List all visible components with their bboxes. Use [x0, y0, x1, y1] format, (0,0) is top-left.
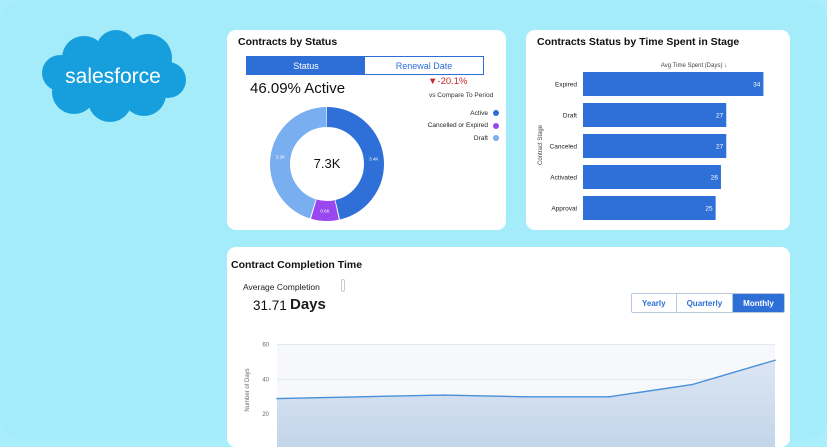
contracts-by-status-card: Contracts by Status Status Renewal Date …	[227, 30, 506, 230]
completion-time-card: Contract Completion Time Average Complet…	[227, 247, 790, 447]
category-label: Draft	[563, 113, 577, 120]
legend-swatch	[493, 135, 499, 142]
bar-expired[interactable]	[583, 72, 764, 96]
bar-canceled[interactable]	[583, 134, 727, 158]
status-view-toggle: Status Renewal Date	[246, 56, 484, 75]
donut-slice-label: 3.4K	[369, 156, 378, 161]
tab-status[interactable]: Status	[247, 57, 365, 74]
data-point[interactable]	[359, 396, 361, 398]
period-monthly[interactable]: Monthly	[733, 294, 784, 312]
x-axis-title: Avg Time Spent (Days) ↓	[661, 63, 727, 69]
donut-slice-label: 3.3K	[276, 154, 285, 159]
category-label: Approval	[551, 206, 577, 213]
data-point[interactable]	[442, 394, 444, 396]
legend-label: Cancelled or Expired	[427, 122, 488, 130]
y-axis-title: Number of Days	[245, 368, 251, 411]
donut-total: 7.3K	[313, 156, 341, 171]
time-in-stage-bar-chart: Avg Time Spent (Days) ↓ Contract Stage E…	[538, 63, 764, 220]
category-label: Activated	[550, 175, 577, 182]
time-in-stage-title: Contracts Status by Time Spent in Stage	[537, 36, 740, 48]
period-quarterly[interactable]: Quarterly	[676, 294, 734, 312]
category-label: Expired	[555, 82, 577, 89]
y-axis-title: Contract Stage	[538, 124, 544, 165]
active-percentage: 46.09% Active	[250, 80, 346, 97]
average-completion-label: Average Completion	[243, 282, 320, 292]
average-completion-unit: Days	[290, 296, 326, 313]
category-label: Canceled	[550, 144, 578, 151]
tab-renewal-date[interactable]: Renewal Date	[365, 57, 483, 74]
donut-slice-label: 0.6K	[320, 208, 329, 213]
salesforce-wordmark: salesforce	[65, 65, 161, 88]
average-completion-value: 31.71	[253, 298, 287, 313]
status-legend: Active Cancelled or Expired Draft	[428, 107, 499, 145]
legend-label: Draft	[473, 134, 488, 142]
compare-caption: vs Compare To Period	[429, 92, 494, 99]
donut-slice-draft[interactable]	[270, 107, 384, 221]
change-indicator: ▼-20.1%	[428, 76, 468, 87]
y-tick-label: 20	[262, 412, 269, 418]
y-tick-label: 40	[262, 377, 269, 383]
bar-activated[interactable]	[583, 165, 721, 189]
completion-area	[277, 360, 775, 447]
completion-title: Contract Completion Time	[231, 259, 363, 271]
legend-swatch	[493, 122, 499, 129]
data-point[interactable]	[608, 396, 610, 398]
y-tick-label: 60	[262, 343, 269, 349]
status-donut-chart: 3.4K 0.6K 3.3K	[270, 107, 384, 221]
scroll-handle[interactable]	[341, 279, 345, 292]
data-point[interactable]	[774, 359, 776, 362]
completion-line-chart: Number of Days 20 40 60	[245, 343, 776, 447]
contracts-by-status-title: Contracts by Status	[238, 36, 338, 48]
bar-value-label: 27	[716, 113, 724, 120]
bar-value-label: 25	[705, 206, 713, 213]
data-point[interactable]	[525, 396, 527, 398]
legend-label: Active	[470, 109, 488, 117]
legend-item-cancelled[interactable]: Cancelled or Expired	[428, 120, 499, 133]
bar-value-label: 34	[753, 82, 761, 89]
legend-item-active[interactable]: Active	[428, 107, 499, 120]
legend-item-draft[interactable]: Draft	[428, 132, 499, 145]
period-toggle: Yearly Quarterly Monthly	[631, 293, 785, 313]
donut-slice-cancelled[interactable]	[270, 107, 384, 221]
salesforce-logo: salesforce	[42, 30, 186, 122]
bar-draft[interactable]	[583, 103, 727, 127]
period-yearly[interactable]: Yearly	[632, 294, 677, 312]
data-point[interactable]	[691, 383, 693, 386]
time-in-stage-card: Contracts Status by Time Spent in Stage …	[526, 30, 790, 230]
bar-value-label: 26	[711, 175, 719, 182]
data-point[interactable]	[276, 397, 278, 400]
bar-approval[interactable]	[583, 196, 716, 220]
legend-swatch	[493, 110, 499, 117]
donut-slice-active[interactable]	[270, 107, 384, 221]
bar-value-label: 27	[716, 144, 724, 151]
